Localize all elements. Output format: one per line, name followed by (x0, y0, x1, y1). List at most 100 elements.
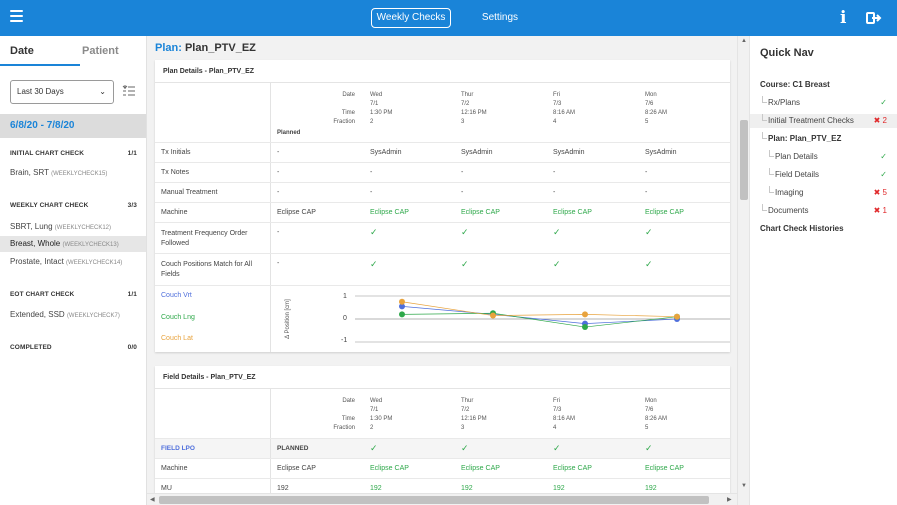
header-label-fraction: Fraction (333, 119, 355, 125)
nav-chart-check-histories[interactable]: Chart Check Histories (750, 222, 897, 236)
case-item[interactable]: Extended, SSD (WEEKLYCHECK7) (0, 307, 146, 323)
couch-lat-label[interactable]: Couch Lat (161, 335, 193, 342)
plan-label: Plan: (155, 42, 182, 54)
data-point[interactable] (674, 313, 680, 320)
cell-value: 192 (553, 485, 565, 492)
cell-value: - (553, 169, 556, 176)
nav-documents[interactable]: Documents ✖ 1 (750, 204, 897, 218)
check-icon: ✓ (553, 259, 561, 269)
group-count: 1/1 (127, 291, 137, 298)
header-label-time: Time (341, 416, 355, 422)
row-label: Machine (161, 209, 188, 216)
scroll-down-icon[interactable]: ▼ (741, 483, 747, 489)
nav-label: Plan: Plan_PTV_EZ (768, 134, 842, 143)
tab-weekly-checks[interactable]: Weekly Checks (371, 8, 451, 28)
scroll-right-icon[interactable]: ▶ (727, 497, 732, 503)
horizontal-scrollbar[interactable]: ◀ ▶ (147, 493, 737, 505)
data-point[interactable] (490, 312, 496, 319)
case-item-selected[interactable]: Breast, Whole (WEEKLYCHECK13) (0, 236, 146, 252)
couch-lng-label[interactable]: Couch Lng (161, 314, 195, 321)
nav-label: Plan Details (775, 152, 818, 161)
nav-field-details[interactable]: Field Details ✓ (750, 168, 897, 182)
group-completed: COMPLETED 0/0 (10, 344, 137, 351)
data-point[interactable] (582, 324, 588, 331)
column-day: Thur (461, 92, 474, 98)
tab-date[interactable]: Date (0, 36, 80, 66)
check-icon: ✓ (461, 259, 469, 269)
couch-vrt-label[interactable]: Couch Vrt (161, 292, 192, 299)
planned-value: Eclipse CAP (277, 465, 316, 472)
date-column: Thur 7/2 12:16 PM 3 (461, 397, 487, 433)
card-title: Field Details - Plan_PTV_EZ (155, 366, 730, 389)
tab-patient[interactable]: Patient (82, 45, 119, 57)
error-count-badge: ✖ 5 (873, 188, 887, 197)
nav-plan-details[interactable]: Plan Details ✓ (750, 150, 897, 164)
quick-nav: Quick Nav Course: C1 Breast Rx/Plans ✓ I… (749, 36, 897, 505)
group-weekly-chart-check: WEEKLY CHART CHECK 3/3 (10, 202, 137, 209)
nav-label: Rx/Plans (768, 98, 801, 107)
field-name[interactable]: FIELD LPO (161, 445, 195, 452)
vertical-scrollbar[interactable]: ▲ ▼ (737, 36, 749, 505)
cell-value: - (645, 189, 648, 196)
tree-connector (762, 204, 767, 211)
row-label: Tx Notes (161, 169, 190, 176)
logout-icon[interactable] (866, 11, 882, 25)
sort-list-icon[interactable] (122, 84, 136, 98)
hamburger-menu-icon[interactable] (10, 10, 23, 24)
case-item[interactable]: Prostate, Intact (WEEKLYCHECK14) (0, 254, 146, 270)
date-column: Wed 7/1 1:30 PM 2 (370, 397, 392, 433)
case-name: Extended, SSD (10, 310, 65, 319)
check-icon: ✓ (880, 98, 887, 107)
date-range-select[interactable]: Last 30 Days ⌄ (10, 80, 114, 104)
case-name: Breast, Whole (10, 239, 61, 248)
scroll-up-icon[interactable]: ▲ (741, 38, 747, 44)
group-count: 3/3 (127, 202, 137, 209)
nav-label: Field Details (775, 170, 820, 179)
y-tick-label: -1 (341, 337, 348, 344)
group-title: COMPLETED (10, 344, 52, 351)
date-range-label: 6/8/20 - 7/8/20 (0, 114, 146, 138)
planned-value: - (277, 260, 280, 267)
sidebar-tabs: Date Patient (0, 36, 147, 66)
data-point[interactable] (399, 303, 405, 310)
column-date: 7/6 (645, 407, 654, 413)
table-row: Treatment Frequency Order Followed - ✓ ✓… (155, 223, 730, 254)
couch-position-row: Couch Vrt Couch Lng Couch Lat Δ Position… (155, 286, 730, 352)
case-id: (WEEKLYCHECK7) (66, 313, 120, 319)
column-fraction: 4 (553, 425, 557, 431)
tab-settings[interactable]: Settings (481, 12, 519, 23)
case-item[interactable]: Brain, SRT (WEEKLYCHECK15) (0, 165, 146, 181)
nav-course[interactable]: Course: C1 Breast (750, 78, 897, 92)
nav-rx-plans[interactable]: Rx/Plans ✓ (750, 96, 897, 110)
scroll-left-icon[interactable]: ◀ (150, 497, 155, 503)
row-label: Manual Treatment (161, 189, 218, 196)
nav-initial-treatment-checks[interactable]: Initial Treatment Checks ✖ 2 (750, 114, 897, 128)
cell-value: - (370, 189, 373, 196)
date-header-row: Date Time Fraction Planned Wed 7/1 1:30 … (155, 83, 730, 143)
group-eot-chart-check: EOT CHART CHECK 1/1 (10, 291, 137, 298)
nav-plan[interactable]: Plan: Plan_PTV_EZ (750, 132, 897, 146)
cell-value: Eclipse CAP (370, 465, 409, 472)
cell-value: SysAdmin (645, 149, 677, 156)
data-point[interactable] (399, 298, 405, 305)
group-title: WEEKLY CHART CHECK (10, 202, 89, 209)
planned-value: - (277, 189, 280, 196)
column-time: 8:16 AM (553, 416, 576, 422)
scroll-thumb[interactable] (740, 120, 748, 200)
data-point[interactable] (582, 311, 588, 318)
column-day: Wed (370, 398, 383, 404)
case-item[interactable]: SBRT, Lung (WEEKLYCHECK12) (0, 219, 146, 235)
column-time: 12:16 PM (461, 416, 487, 422)
cell-value: - (645, 169, 648, 176)
data-point[interactable] (399, 311, 405, 318)
date-column: Thur 7/2 12:16 PM 3 (461, 91, 487, 127)
error-count-badge: ✖ 2 (873, 116, 887, 125)
date-column: Fri 7/3 8:16 AM 4 (553, 397, 575, 433)
check-icon: ✓ (645, 259, 653, 269)
info-icon[interactable]: i (840, 8, 847, 28)
scroll-thumb[interactable] (159, 496, 709, 504)
check-icon: ✓ (553, 443, 561, 453)
table-row: Tx Initials - SysAdmin SysAdmin SysAdmin… (155, 143, 730, 163)
nav-imaging[interactable]: Imaging ✖ 5 (750, 186, 897, 200)
planned-value: - (277, 229, 280, 236)
